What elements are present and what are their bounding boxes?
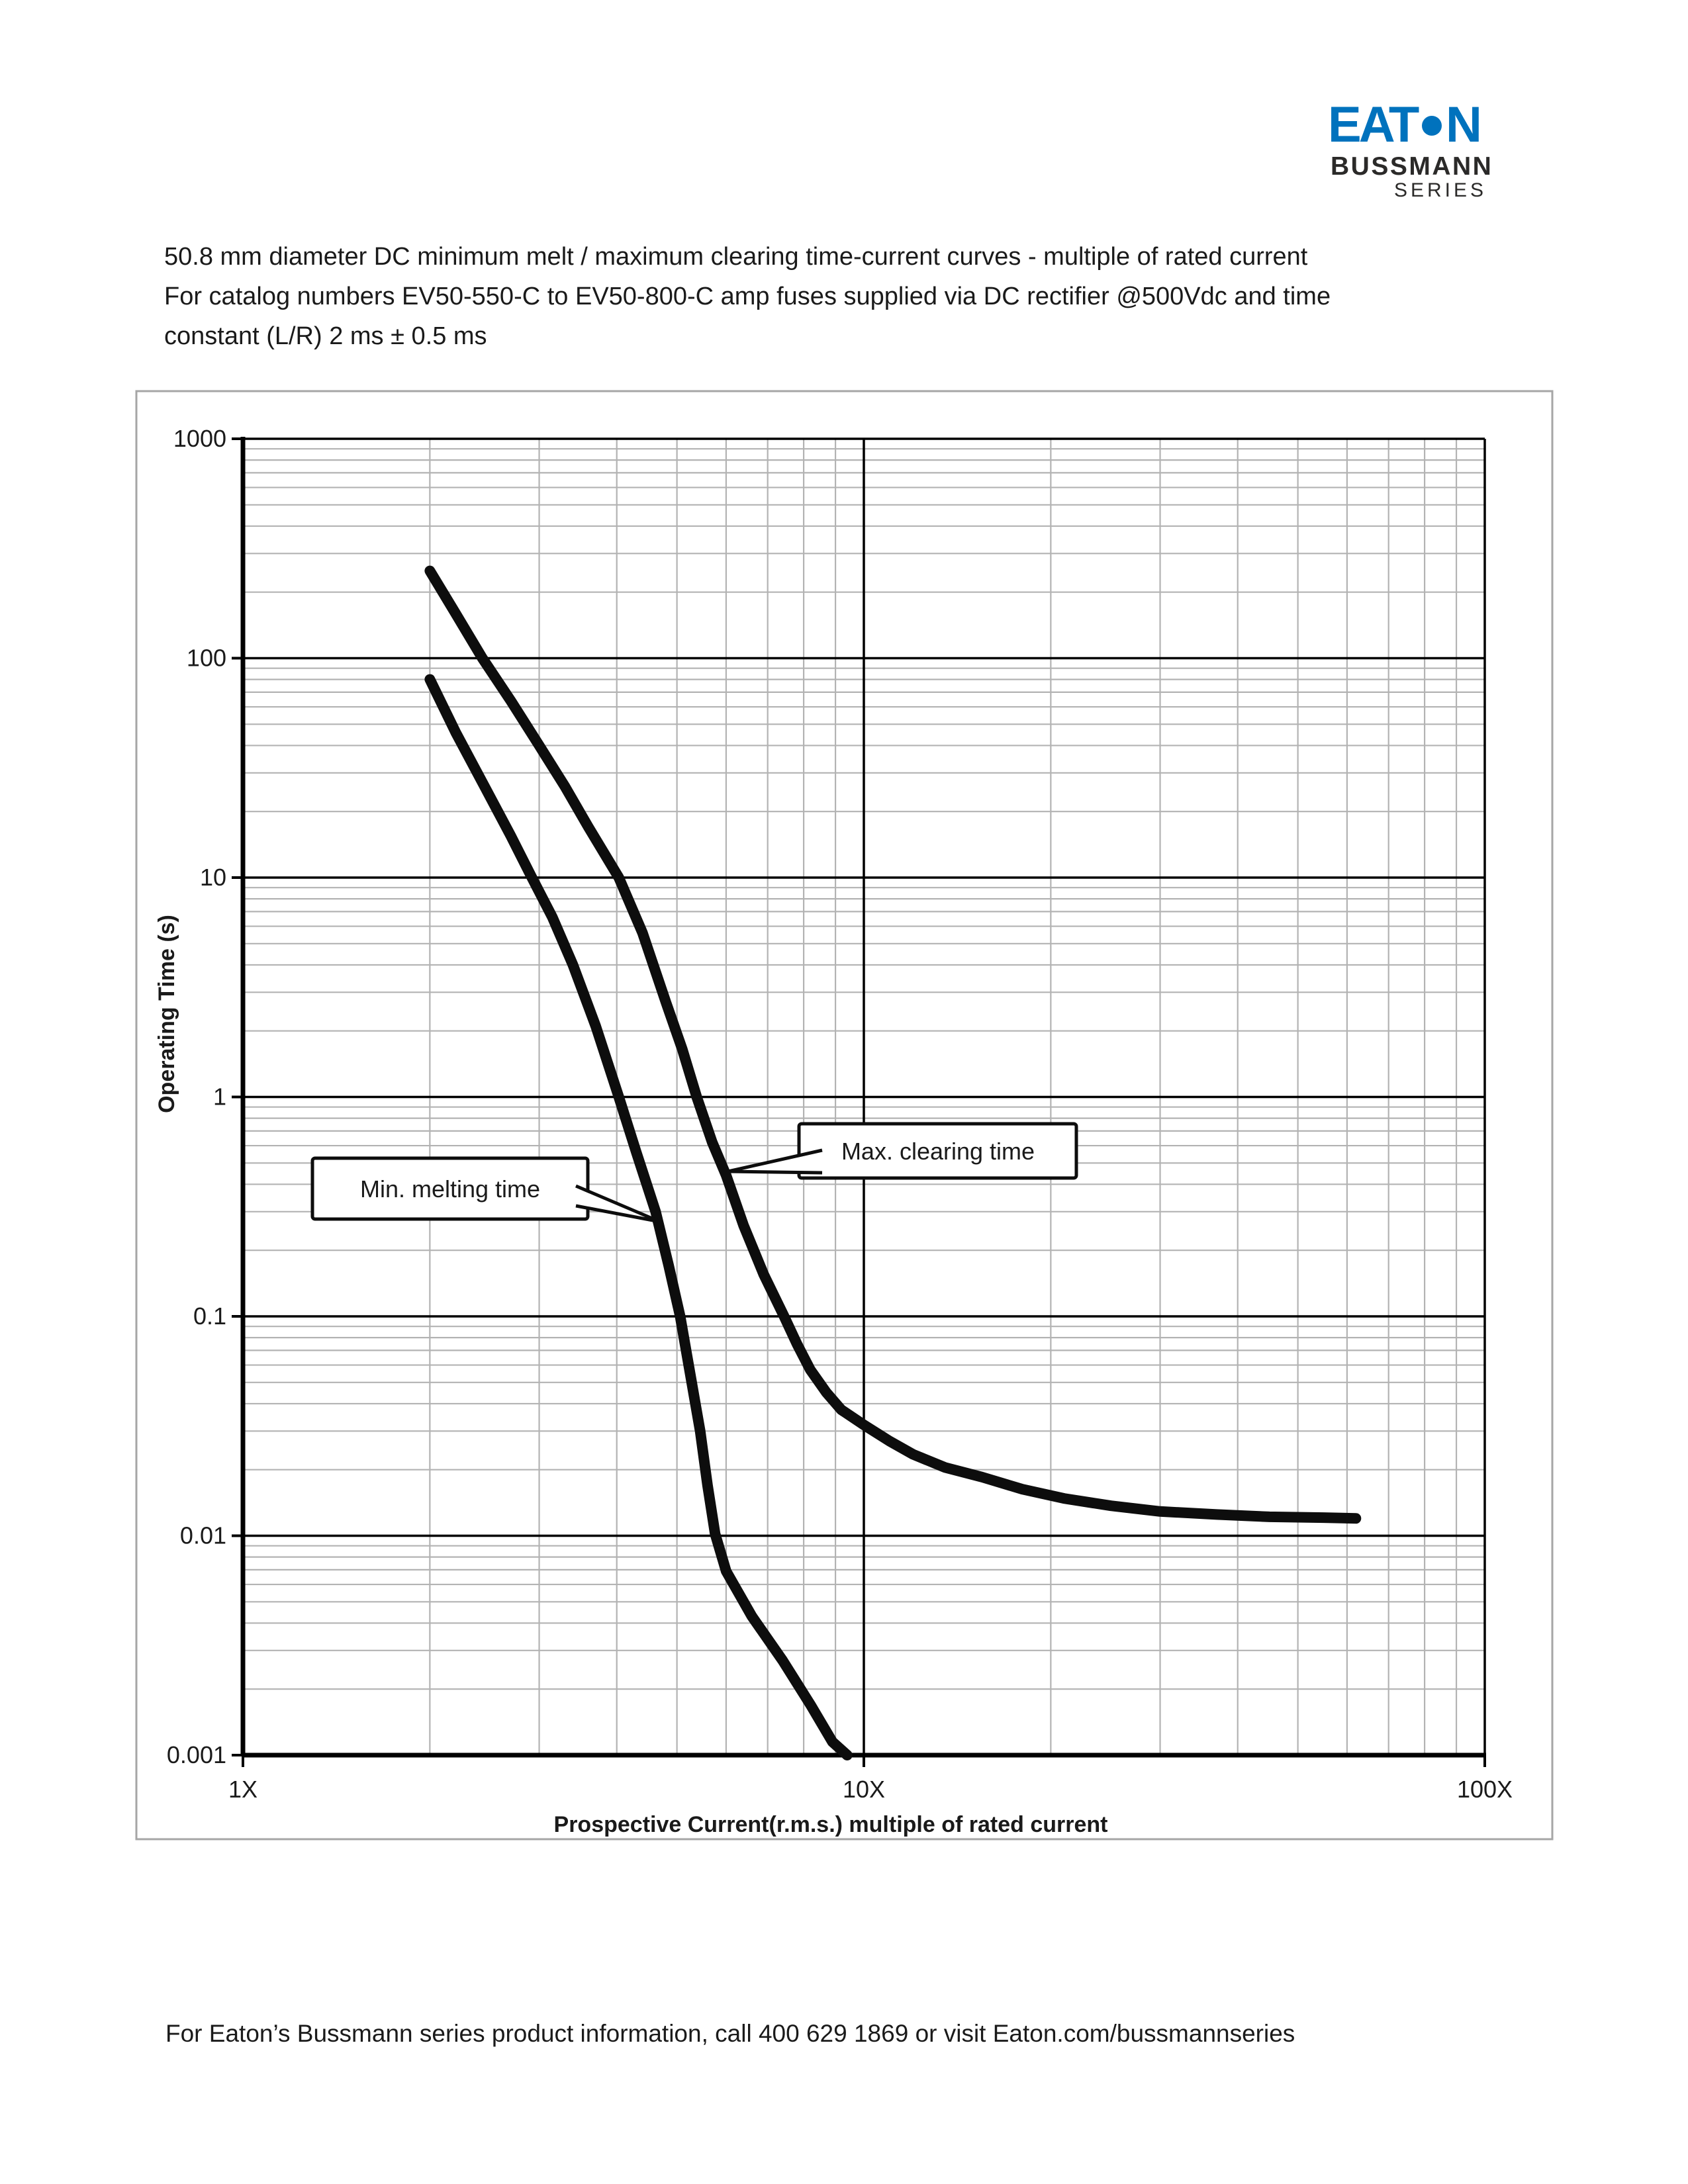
- x-tick-label: 100X: [1457, 1776, 1513, 1803]
- callout-pointer: [575, 1184, 662, 1224]
- callout-label: Min. melting time: [360, 1175, 540, 1203]
- y-tick-label: 1000: [173, 425, 226, 452]
- y-tick-label: 10: [200, 864, 226, 891]
- tick-marks: [232, 437, 1486, 1767]
- max-clearing-callout: Max. clearing time: [726, 1122, 1078, 1180]
- x-tick-labels: 1X 10X 100X: [228, 1776, 1513, 1803]
- y-tick-label: 100: [187, 645, 226, 672]
- eaton-logo: EAT N: [1328, 97, 1482, 153]
- callout-box: [310, 1156, 590, 1221]
- title-line-3: constant (L/R) 2 ms ± 0.5 ms: [164, 322, 487, 350]
- x-tick-label: 10X: [843, 1776, 885, 1803]
- y-tick-label: 1: [213, 1083, 226, 1111]
- y-tick-label: 0.01: [180, 1522, 226, 1549]
- grid-major: [243, 437, 1486, 1755]
- footer-contact-line: For Eaton’s Bussmann series product info…: [165, 2020, 1295, 2047]
- min-melting-curve: [424, 674, 853, 1760]
- y-axis-title: Operating Time (s): [154, 915, 179, 1113]
- eaton-logo-dot-icon: [1422, 116, 1442, 136]
- callout-label: Max. clearing time: [841, 1138, 1035, 1165]
- series-wordmark: SERIES: [1393, 179, 1487, 201]
- callout-box: [797, 1122, 1078, 1180]
- max-clearing-curve: [424, 565, 1362, 1524]
- x-axis-title: Prospective Current(r.m.s.) multiple of …: [554, 1812, 1108, 1837]
- y-tick-label: 0.1: [193, 1302, 226, 1330]
- x-tick-label: 1X: [228, 1776, 258, 1803]
- bussmann-wordmark: BUSSMANN: [1331, 152, 1493, 181]
- title-line-2: For catalog numbers EV50-550-C to EV50-8…: [164, 283, 1331, 310]
- callout-pointer: [726, 1148, 823, 1175]
- y-tick-labels: 1000 100 10 1 0.1 0.01 0.001: [167, 425, 226, 1768]
- y-tick-label: 0.001: [167, 1741, 226, 1768]
- eaton-bussmann-logo: EAT N BUSSMANN SERIES: [1328, 97, 1493, 201]
- eaton-logo-text-right: N: [1446, 98, 1482, 151]
- title-line-1: 50.8 mm diameter DC minimum melt / maxim…: [164, 243, 1308, 271]
- chart-border: [135, 390, 1554, 1841]
- eaton-logo-text-left: EAT: [1331, 98, 1419, 151]
- document-title: 50.8 mm diameter DC minimum melt / maxim…: [164, 237, 1475, 356]
- min-melting-callout: Min. melting time: [310, 1156, 662, 1224]
